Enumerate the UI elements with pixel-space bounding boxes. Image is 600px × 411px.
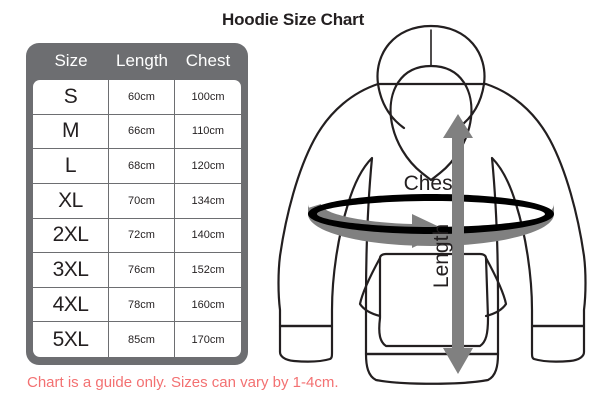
hood-edge-left — [376, 82, 406, 130]
cell-length: 60cm — [109, 80, 175, 115]
length-arrow — [443, 114, 473, 374]
hood — [376, 24, 486, 130]
cell-length: 78cm — [109, 287, 175, 323]
cell-size: XL — [33, 183, 109, 219]
hood-opening — [389, 64, 473, 182]
cell-chest: 100cm — [175, 80, 241, 115]
page-title: Hoodie Size Chart — [222, 10, 365, 29]
pocket-opening-left — [358, 256, 382, 318]
table-row: 3XL 76cm 152cm — [33, 253, 241, 288]
cell-size: 5XL — [33, 322, 109, 357]
table-row: L 68cm 120cm — [33, 149, 241, 184]
table-header-row: Size Length Chest — [26, 43, 248, 79]
cell-length: 76cm — [109, 253, 175, 288]
cell-chest: 120cm — [175, 149, 241, 184]
cell-size: 3XL — [33, 253, 109, 288]
chest-label: Chest — [404, 172, 459, 195]
length-label: Length — [430, 224, 453, 288]
guide-note: Chart is a guide only. Sizes can vary by… — [27, 374, 339, 391]
right-cuff — [530, 324, 586, 363]
table-row: M 66cm 110cm — [33, 114, 241, 150]
table-row: 4XL 78cm 160cm — [33, 287, 241, 323]
column-header-size: Size — [54, 51, 88, 70]
cell-chest: 152cm — [175, 253, 241, 288]
cell-length: 70cm — [109, 183, 175, 219]
cell-chest: 170cm — [175, 322, 241, 357]
kangaroo-pocket — [378, 252, 490, 348]
length-measurement: Length — [430, 114, 473, 374]
pocket-opening-right — [484, 256, 508, 318]
chest-measurement: Chest — [308, 172, 554, 248]
cell-chest: 134cm — [175, 183, 241, 219]
waistband — [364, 352, 500, 385]
cell-length: 68cm — [109, 149, 175, 184]
cell-size: M — [33, 114, 109, 150]
table-row: 5XL 85cm 170cm — [33, 322, 241, 357]
table-row: 2XL 72cm 140cm — [33, 218, 241, 254]
cell-chest: 140cm — [175, 218, 241, 254]
cell-size: S — [33, 80, 109, 115]
cell-length: 66cm — [109, 114, 175, 150]
table-row: S 60cm 100cm — [33, 80, 241, 115]
cell-size: 2XL — [33, 218, 109, 254]
size-chart-table: Size Length Chest S 60cm 100cm M 66cm 11… — [26, 43, 248, 365]
table-body: S 60cm 100cm M 66cm 110cm L 68cm 120cm X… — [33, 80, 241, 357]
table-row: XL 70cm 134cm — [33, 183, 241, 219]
cell-chest: 110cm — [175, 114, 241, 150]
cell-size: 4XL — [33, 287, 109, 323]
cell-length: 72cm — [109, 218, 175, 254]
left-cuff — [278, 324, 334, 363]
cell-size: L — [33, 149, 109, 184]
column-header-chest: Chest — [185, 51, 231, 70]
cell-length: 85cm — [109, 322, 175, 357]
column-header-length: Length — [116, 51, 168, 70]
cell-chest: 160cm — [175, 287, 241, 323]
hoodie-illustration: Chest Length — [262, 18, 600, 386]
